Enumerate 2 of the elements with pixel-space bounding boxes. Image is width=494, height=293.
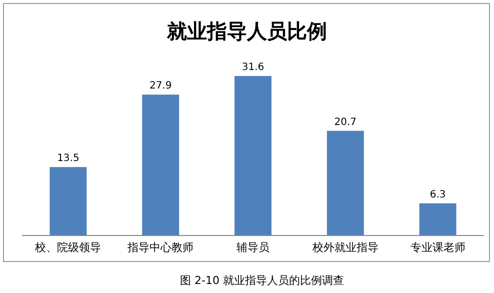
title: 就业指导人员比例 — [167, 19, 327, 43]
annotation: 图 2-10 就业指导人员的比例调查 — [180, 274, 344, 287]
